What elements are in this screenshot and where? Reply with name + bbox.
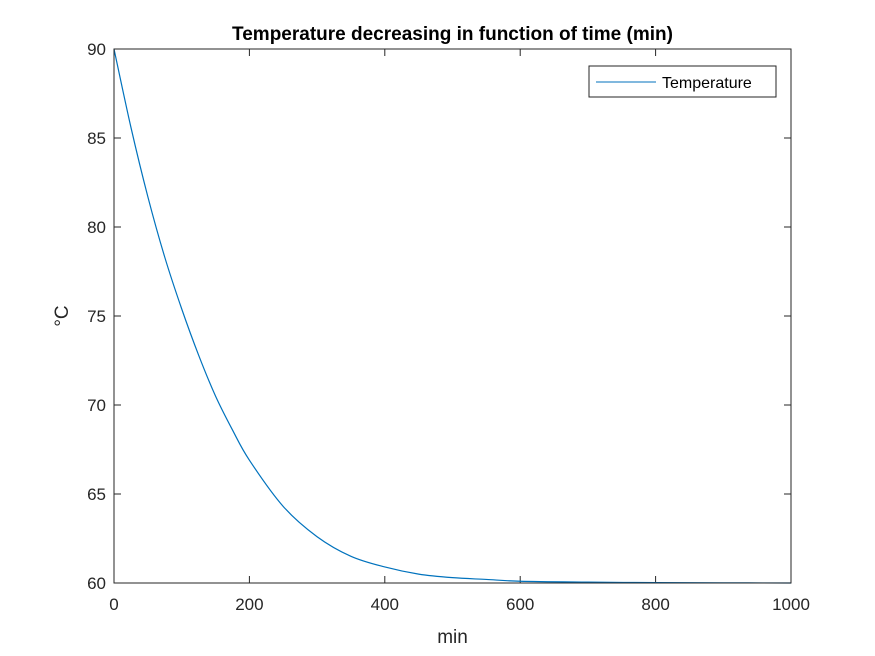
y-axis-label: °C bbox=[52, 305, 73, 326]
legend-label-temperature: Temperature bbox=[662, 75, 752, 92]
y-tick-label: 90 bbox=[87, 40, 106, 59]
chart-title: Temperature decreasing in function of ti… bbox=[232, 24, 673, 45]
y-tick-label: 85 bbox=[87, 129, 106, 148]
y-tick-label: 80 bbox=[87, 218, 106, 237]
plot-frame bbox=[113, 48, 792, 584]
y-tick-label: 70 bbox=[87, 396, 106, 415]
x-ticks: 0 200 400 600 800 1000 bbox=[109, 49, 810, 614]
plot-area bbox=[114, 49, 791, 583]
x-tick-label: 800 bbox=[641, 595, 669, 614]
y-tick-label: 75 bbox=[87, 307, 106, 326]
x-tick-label: 600 bbox=[506, 595, 534, 614]
y-tick-label: 65 bbox=[87, 485, 106, 504]
y-ticks: 60 65 70 75 80 85 90 bbox=[87, 40, 791, 593]
x-tick-label: 200 bbox=[235, 595, 263, 614]
x-axis-label: min bbox=[437, 627, 468, 648]
x-tick-label: 0 bbox=[109, 595, 118, 614]
legend: Temperature bbox=[588, 65, 777, 98]
series-layer bbox=[113, 48, 792, 584]
y-tick-label: 60 bbox=[87, 574, 106, 593]
x-tick-label: 400 bbox=[371, 595, 399, 614]
x-tick-label: 1000 bbox=[772, 595, 810, 614]
series-line-temperature bbox=[113, 48, 792, 584]
